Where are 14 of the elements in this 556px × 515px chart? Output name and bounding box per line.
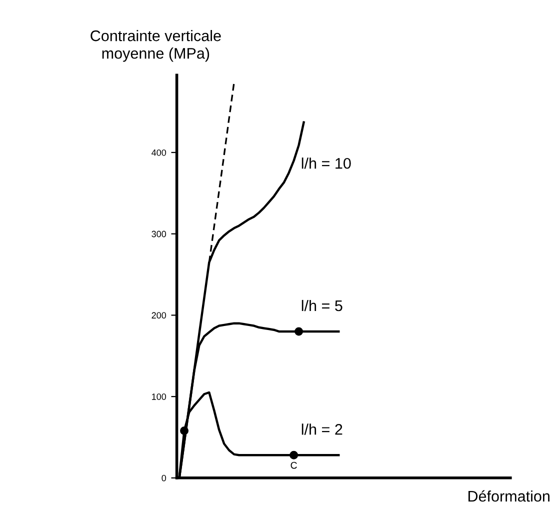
y-tick-label: 100 bbox=[152, 394, 166, 400]
y-tick-label: 400 bbox=[152, 149, 166, 156]
y-tick-label: 200 bbox=[152, 312, 166, 319]
series-label: l/h = 5 bbox=[302, 300, 342, 312]
y-axis-title: Contrainte verticale moyenne (MPa) bbox=[90, 30, 221, 62]
point bbox=[294, 327, 304, 336]
point bbox=[180, 426, 189, 435]
series-label: l/h = 2 bbox=[302, 424, 342, 435]
y-tick-label: 300 bbox=[152, 230, 166, 238]
y-tick-label: 0 bbox=[162, 474, 166, 482]
point bbox=[290, 450, 298, 460]
series-label: l/h = 10 bbox=[302, 158, 351, 169]
annotation: C bbox=[290, 462, 297, 469]
x-axis-title: Déformation bbox=[468, 490, 550, 502]
